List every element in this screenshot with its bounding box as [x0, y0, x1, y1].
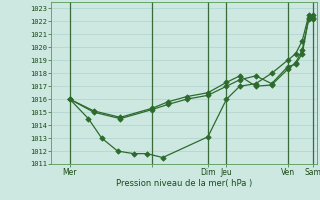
X-axis label: Pression niveau de la mer( hPa ): Pression niveau de la mer( hPa ): [116, 179, 252, 188]
